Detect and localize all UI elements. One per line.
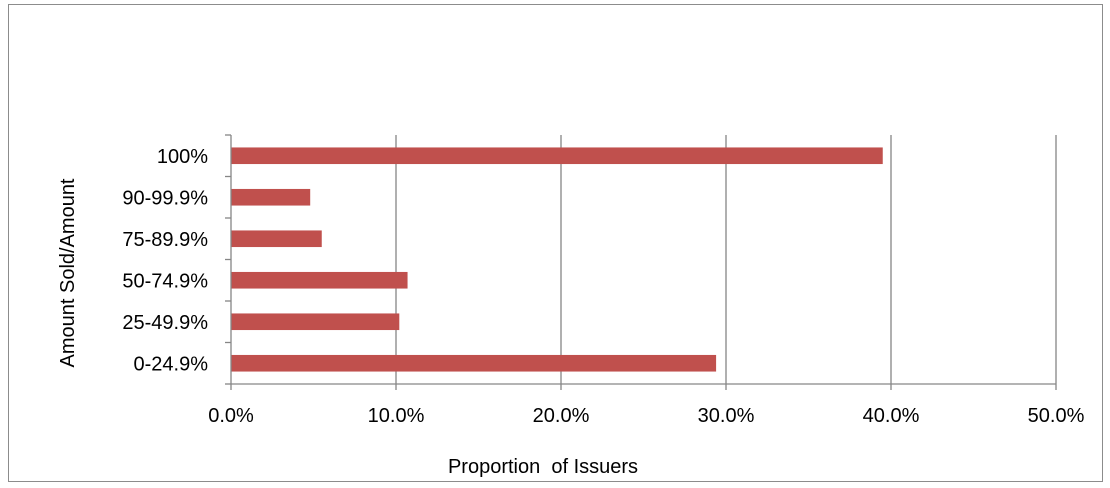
bar [231, 354, 717, 372]
bars [231, 147, 883, 372]
x-tick-label: 40.0% [863, 405, 920, 427]
gridlines [395, 135, 1057, 384]
bar [231, 230, 322, 248]
bar [231, 188, 311, 206]
x-tick-label: 30.0% [698, 405, 755, 427]
y-tick-label: 0-24.9% [134, 353, 209, 375]
tick-labels: 0.0% 10.0% 20.0% 30.0% 40.0% 50.0% 0-24.9% 25-4… [122, 146, 1084, 427]
bar [231, 271, 408, 289]
bar [231, 147, 883, 165]
y-tick-label: 90-99.9% [122, 187, 208, 209]
x-tick-label: 10.0% [368, 405, 425, 427]
y-tick-label: 75-89.9% [122, 229, 208, 251]
y-tick-label: 50-74.9% [122, 270, 208, 292]
y-tick-label: 100% [157, 146, 208, 168]
x-tick-label: 20.0% [533, 405, 590, 427]
y-axis-title: Amount Sold/Amount [57, 178, 79, 367]
x-axis-title: Proportion of Issuers [448, 456, 638, 478]
bar [231, 313, 400, 331]
chart-frame [8, 4, 1103, 482]
x-tick-label: 0.0% [208, 405, 254, 427]
axes [225, 134, 1057, 390]
y-tick-label: 25-49.9% [122, 312, 208, 334]
x-tick-label: 50.0% [1028, 405, 1085, 427]
